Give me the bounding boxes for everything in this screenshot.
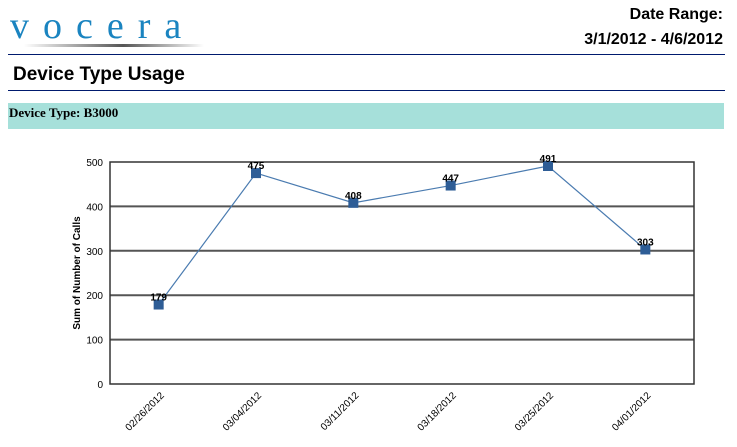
group-header-band: Device Type: B3000 — [8, 103, 724, 129]
data-label: 475 — [248, 161, 265, 172]
y-tick-label: 400 — [86, 202, 103, 213]
data-point-marker — [543, 160, 553, 171]
data-label: 303 — [637, 237, 654, 248]
y-tick-label: 300 — [86, 247, 103, 258]
x-tick-label: 02/26/2012 — [124, 390, 167, 433]
data-point-marker — [445, 180, 456, 191]
data-point-marker — [348, 197, 359, 208]
x-tick-label: 03/11/2012 — [319, 390, 362, 433]
data-label: 408 — [345, 191, 362, 202]
y-tick-label: 0 — [97, 380, 103, 391]
x-tick-label: 04/01/2012 — [610, 390, 653, 433]
vocera-logo: vocera — [10, 5, 196, 47]
data-label: 491 — [540, 154, 557, 165]
x-tick-label: 03/04/2012 — [221, 390, 264, 433]
title-divider — [8, 90, 725, 91]
x-tick-label: 03/18/2012 — [416, 390, 459, 433]
header-divider — [8, 54, 725, 55]
y-tick-label: 500 — [86, 158, 103, 169]
data-point-marker — [153, 299, 164, 310]
y-tick-label: 200 — [86, 291, 103, 302]
data-label: 179 — [150, 293, 167, 304]
date-range-value: 3/1/2012 - 4/6/2012 — [584, 31, 723, 48]
data-point-marker — [251, 168, 261, 179]
plot-frame — [109, 161, 695, 385]
x-tick-label: 03/25/2012 — [513, 390, 556, 433]
report-title: Device Type Usage — [13, 64, 185, 85]
date-range-label: Date Range: — [629, 6, 723, 23]
logo-swoosh — [24, 44, 204, 47]
y-tick-label: 100 — [86, 336, 103, 347]
device-type-label: Device Type: B3000 — [9, 105, 119, 120]
y-axis-title: Sum of Number of Calls — [72, 216, 83, 330]
data-label: 447 — [442, 174, 459, 185]
data-point-marker — [640, 244, 651, 255]
series-line — [158, 165, 646, 305]
